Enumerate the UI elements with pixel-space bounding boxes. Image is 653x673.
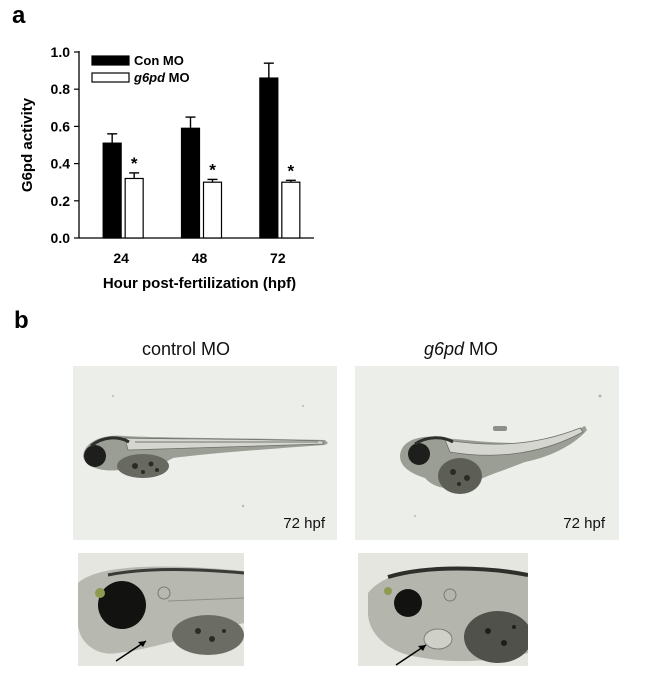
control-stage-label: 72 hpf bbox=[283, 515, 325, 532]
bar-con-mo bbox=[259, 77, 279, 239]
panel-letter-a: a bbox=[12, 2, 26, 29]
x-tick-label: 48 bbox=[192, 250, 208, 266]
significance-marker: * bbox=[288, 161, 295, 180]
bar-g6pd-mo bbox=[281, 181, 301, 239]
bar-g6pd-mo bbox=[202, 181, 223, 239]
g6pd-mo-label: g6pd MO bbox=[424, 339, 498, 360]
g6pd-stage-label: 72 hpf bbox=[563, 515, 605, 532]
g6pd-closeup-image bbox=[358, 553, 528, 666]
legend-label-g6pd-mo: g6pd MO bbox=[133, 70, 190, 85]
legend-swatch-g6pd-mo bbox=[91, 72, 130, 83]
y-tick-label: 0.6 bbox=[51, 118, 71, 134]
y-tick-label: 0.2 bbox=[51, 193, 71, 209]
y-tick-label: 0.8 bbox=[51, 81, 71, 97]
x-axis-label: Hour post-fertilization (hpf) bbox=[103, 275, 296, 292]
y-tick-label: 0.0 bbox=[51, 230, 71, 246]
control-mo-label-text: control MO bbox=[142, 339, 231, 359]
y-tick-label: 0.4 bbox=[51, 156, 71, 172]
legend-swatch-con-mo bbox=[91, 55, 130, 66]
y-tick-label: 1.0 bbox=[51, 44, 71, 60]
y-axis-label: G6pd activity bbox=[19, 97, 36, 192]
bar-con-mo bbox=[180, 127, 201, 239]
g6pd-embryo-image: 72 hpf bbox=[355, 366, 619, 540]
bar-g6pd-mo bbox=[124, 177, 144, 239]
significance-marker: * bbox=[131, 154, 138, 173]
panel-letter-b: b bbox=[14, 307, 29, 334]
g6pd-mo-label-italic: g6pd bbox=[424, 339, 465, 359]
x-tick-label: 24 bbox=[113, 250, 129, 266]
g6pd-mo-label-text: MO bbox=[464, 339, 499, 359]
control-embryo-image: 72 hpf bbox=[73, 366, 337, 540]
bar-chart: 0.0 0.2 0.4 0.6 0.8 1.0 G6pd activity Hour post… bbox=[19, 44, 314, 292]
x-tick-label: 72 bbox=[270, 250, 286, 266]
control-mo-label: control MO bbox=[142, 339, 230, 360]
control-closeup-image bbox=[78, 553, 244, 666]
bar-con-mo bbox=[102, 142, 122, 239]
significance-marker: * bbox=[209, 160, 216, 179]
legend-label-con-mo: Con MO bbox=[134, 53, 184, 68]
